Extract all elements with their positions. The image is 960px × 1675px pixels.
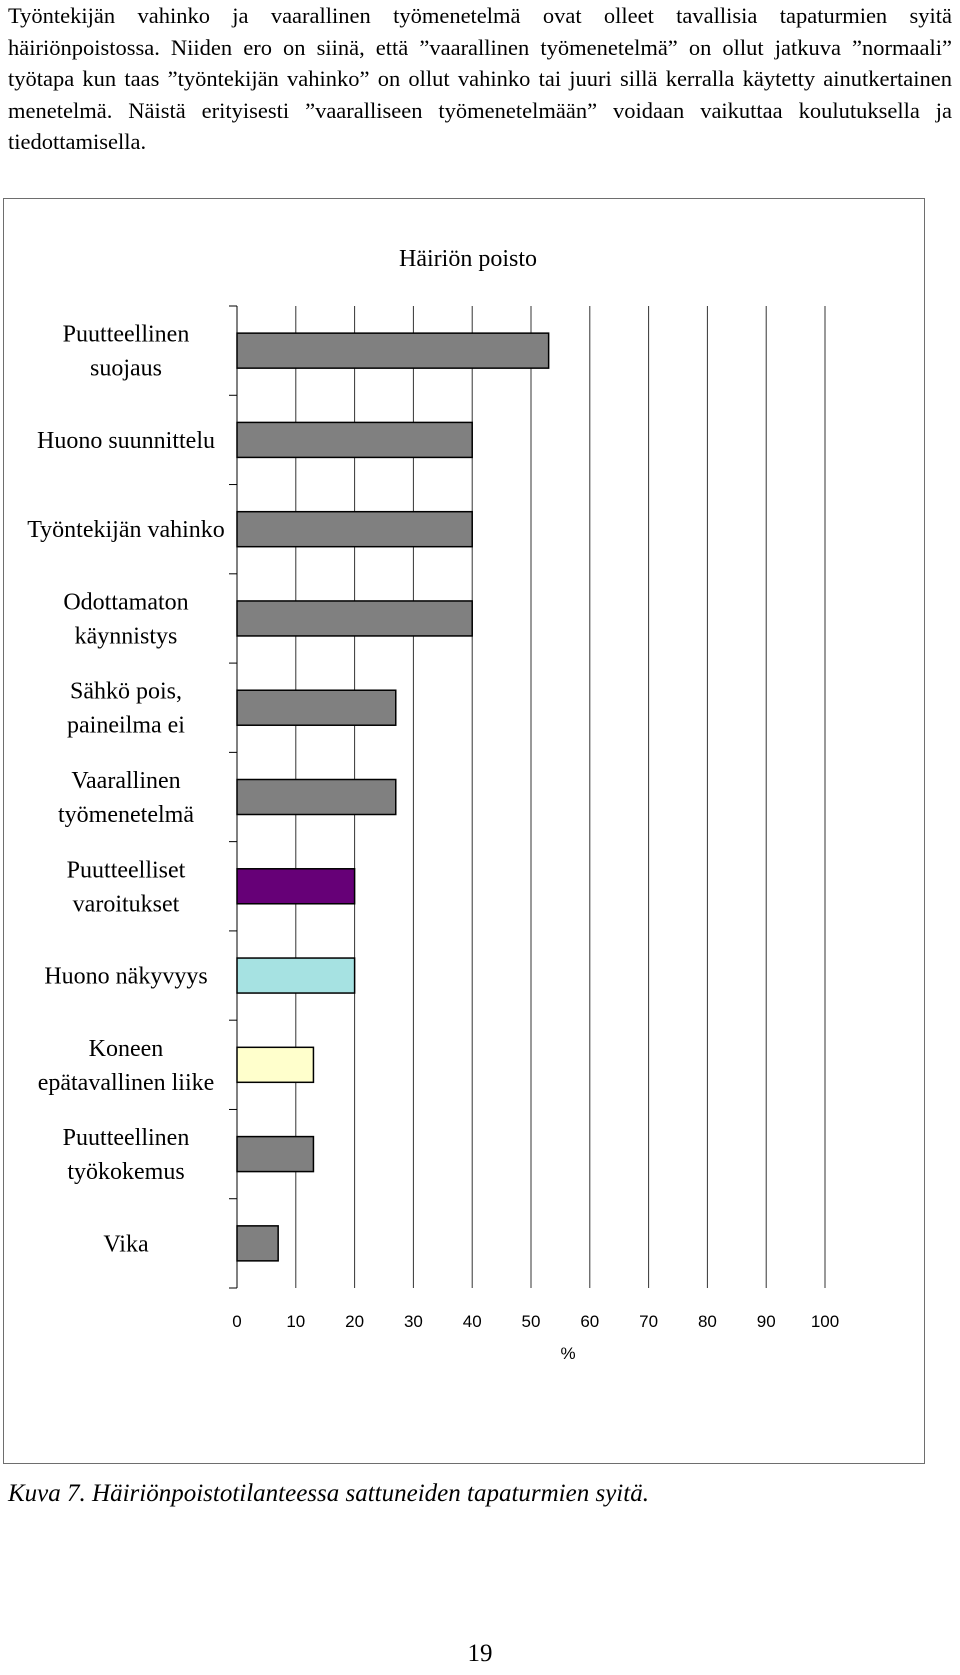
category-label: työkokemus	[67, 1159, 184, 1185]
bars	[236, 332, 550, 1262]
category-label: Puutteellinen	[63, 1125, 190, 1151]
bar	[236, 421, 473, 459]
category-label: työmenetelmä	[58, 802, 194, 828]
category-labels: Puutteellinen suojaus Huono suunnittelu Työ…	[27, 322, 225, 1258]
chart-frame: Häiriön poisto Puutteellinen suojaus Huono…	[3, 198, 925, 1464]
category-label: epätavallinen liike	[38, 1070, 215, 1096]
bar	[236, 600, 473, 637]
x-tick-labels: 0 10 20 30 40 50 60 70 80 90 100	[232, 1312, 839, 1331]
category-label: Huono näkyvyys	[44, 964, 207, 990]
bar	[236, 510, 473, 548]
x-tick-label: 90	[757, 1312, 776, 1331]
bar-chart: Häiriön poisto Puutteellinen suojaus Huono…	[27, 246, 839, 1363]
x-tick-label: 0	[232, 1312, 241, 1331]
category-label: Vika	[103, 1231, 149, 1257]
category-label: paineilma ei	[67, 713, 185, 739]
category-label: Vaarallinen	[71, 768, 180, 794]
bar	[236, 332, 550, 369]
category-label: Puutteelliset	[67, 857, 186, 883]
bar	[236, 957, 356, 994]
body-paragraph: Työntekijän vahinko ja vaarallinen työme…	[8, 3, 952, 154]
bar	[236, 1135, 315, 1173]
grid-lines	[229, 305, 826, 1289]
category-label: Huono suunnittelu	[37, 428, 215, 454]
bar	[236, 868, 356, 905]
category-label: Työntekijän vahinko	[27, 517, 225, 543]
x-tick-label: 10	[286, 1312, 305, 1331]
bar	[236, 689, 397, 726]
category-label: suojaus	[90, 356, 162, 382]
x-tick-label: 60	[580, 1312, 599, 1331]
x-axis-label: %	[560, 1344, 575, 1363]
category-label: varoitukset	[73, 891, 180, 917]
category-label: käynnistys	[75, 623, 178, 649]
x-tick-label: 30	[404, 1312, 423, 1331]
category-label: Sähkö pois,	[70, 679, 182, 705]
chart-title: Häiriön poisto	[399, 246, 537, 272]
x-tick-label: 40	[463, 1312, 482, 1331]
bar	[236, 778, 397, 816]
category-label: Odottamaton	[63, 589, 188, 615]
page-number: 19	[467, 1640, 493, 1667]
bar	[236, 1046, 315, 1084]
x-tick-label: 20	[345, 1312, 364, 1331]
category-label: Puutteellinen	[63, 322, 190, 348]
bar	[236, 1225, 279, 1262]
x-tick-label: 100	[811, 1312, 839, 1331]
category-label: Koneen	[89, 1036, 164, 1062]
x-tick-label: 80	[698, 1312, 717, 1331]
figure-caption: Kuva 7. Häiriönpoistotilanteessa sattune…	[8, 1480, 649, 1507]
x-tick-label: 70	[639, 1312, 658, 1331]
x-tick-label: 50	[522, 1312, 541, 1331]
